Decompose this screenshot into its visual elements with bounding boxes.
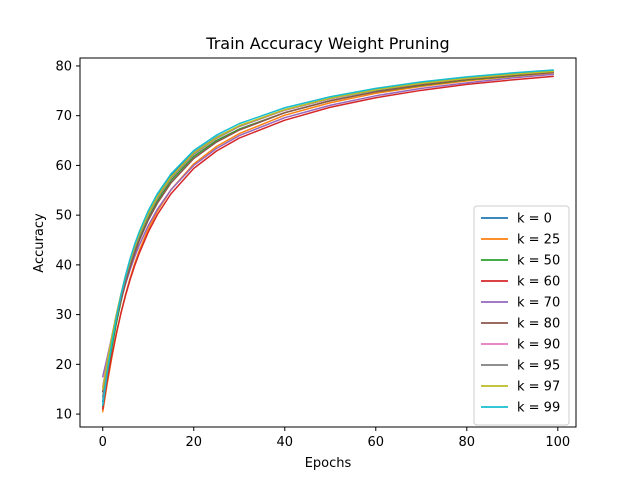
x-tick-label: 80 [459,435,476,450]
y-axis-label: Accuracy [32,213,47,273]
x-tick-label: 40 [276,435,293,450]
series-line-9 [102,69,554,406]
x-tick-label: 0 [99,435,107,450]
x-axis-ticks: 0 20 40 60 80 100 [99,427,570,450]
x-tick-label: 100 [545,435,570,450]
legend-label-6: k = 90 [517,338,560,353]
legend-label-0: k = 0 [517,212,552,227]
y-tick-label: 10 [55,408,72,423]
y-tick-label: 40 [55,258,72,273]
legend-label-9: k = 99 [517,401,560,416]
series-lines [102,69,554,413]
y-tick-label: 20 [55,358,72,373]
legend-label-1: k = 25 [517,233,560,248]
legend: k = 0 k = 25 k = 50 k = 60 k = 70 k = 80 k = 9… [473,205,570,426]
series-line-3 [102,75,554,410]
axes-frame [79,57,577,428]
chart-title: Train Accuracy Weight Pruning [205,34,449,53]
plot-area: 0 20 40 60 80 100 10 20 30 40 50 60 70 80 [55,57,577,450]
y-tick-label: 60 [55,159,72,174]
legend-label-4: k = 70 [517,296,560,311]
y-tick-label: 80 [55,59,72,74]
x-axis-label: Epochs [305,456,352,471]
legend-label-8: k = 97 [517,380,560,395]
legend-label-5: k = 80 [517,317,560,332]
legend-label-3: k = 60 [517,275,560,290]
y-tick-label: 70 [55,109,72,124]
legend-label-7: k = 95 [517,359,560,374]
legend-label-2: k = 50 [517,254,560,269]
x-tick-label: 20 [185,435,202,450]
y-tick-label: 50 [55,209,72,224]
y-tick-label: 30 [55,308,72,323]
y-axis-ticks: 10 20 30 40 50 60 70 80 [55,59,80,423]
x-tick-label: 60 [368,435,385,450]
